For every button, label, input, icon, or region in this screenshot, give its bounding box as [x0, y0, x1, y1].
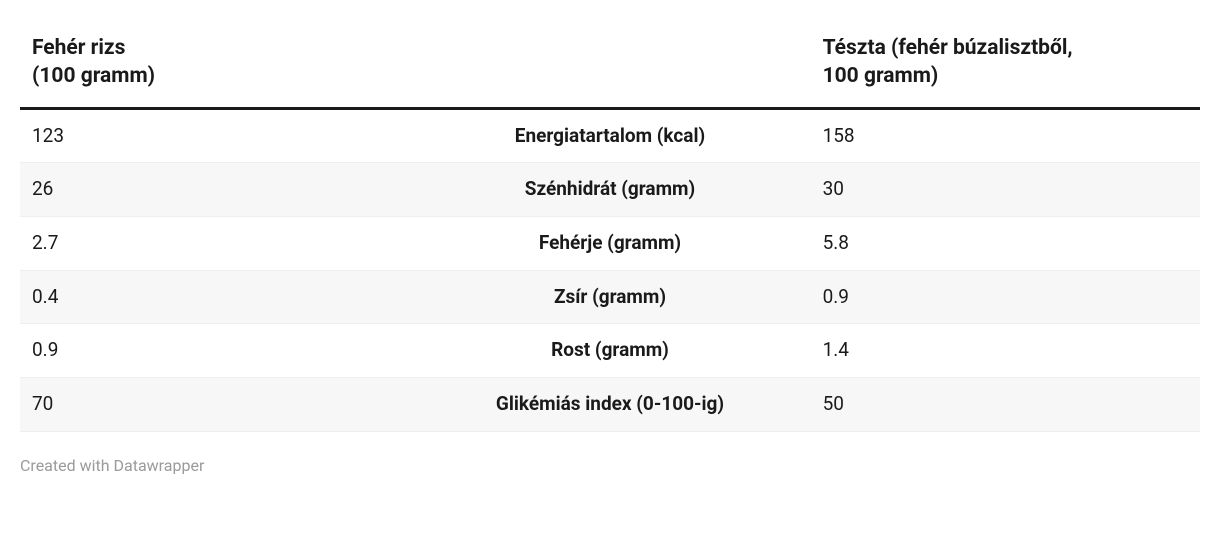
header-left-line1: Fehér rizs — [32, 36, 125, 60]
metric-label-cell: Energiatartalom (kcal) — [409, 108, 810, 163]
value-left-cell: 26 — [20, 163, 409, 217]
value-left-cell: 0.9 — [20, 324, 409, 378]
attribution-footer: Created with Datawrapper — [20, 456, 1200, 475]
value-right-cell: 158 — [811, 108, 1200, 163]
value-left-cell: 2.7 — [20, 217, 409, 271]
table-row: 70 Glikémiás index (0-100-ig) 50 — [20, 378, 1200, 432]
table-row: 0.9 Rost (gramm) 1.4 — [20, 324, 1200, 378]
value-right-cell: 5.8 — [811, 217, 1200, 271]
column-header-middle — [409, 20, 810, 108]
metric-label-cell: Szénhidrát (gramm) — [409, 163, 810, 217]
value-left-cell: 0.4 — [20, 270, 409, 324]
column-header-right: Tészta (fehér búzalisztből, 100 gramm) — [811, 20, 1200, 108]
data-table: Fehér rizs (100 gramm) Tészta (fehér búz… — [20, 20, 1200, 432]
table-row: 2.7 Fehérje (gramm) 5.8 — [20, 217, 1200, 271]
nutrition-comparison-table: Fehér rizs (100 gramm) Tészta (fehér búz… — [20, 20, 1200, 475]
metric-label-cell: Glikémiás index (0-100-ig) — [409, 378, 810, 432]
metric-label-cell: Zsír (gramm) — [409, 270, 810, 324]
metric-label-cell: Fehérje (gramm) — [409, 217, 810, 271]
value-right-cell: 0.9 — [811, 270, 1200, 324]
value-right-cell: 1.4 — [811, 324, 1200, 378]
table-row: 123 Energiatartalom (kcal) 158 — [20, 108, 1200, 163]
header-right-line2: 100 gramm) — [823, 64, 939, 88]
header-right-line1: Tészta (fehér búzalisztből, — [823, 36, 1073, 60]
column-header-left: Fehér rizs (100 gramm) — [20, 20, 409, 108]
table-row: 26 Szénhidrát (gramm) 30 — [20, 163, 1200, 217]
table-body: 123 Energiatartalom (kcal) 158 26 Szénhi… — [20, 108, 1200, 431]
table-row: 0.4 Zsír (gramm) 0.9 — [20, 270, 1200, 324]
table-header-row: Fehér rizs (100 gramm) Tészta (fehér búz… — [20, 20, 1200, 108]
metric-label-cell: Rost (gramm) — [409, 324, 810, 378]
value-right-cell: 30 — [811, 163, 1200, 217]
value-left-cell: 123 — [20, 108, 409, 163]
value-right-cell: 50 — [811, 378, 1200, 432]
value-left-cell: 70 — [20, 378, 409, 432]
header-left-line2: (100 gramm) — [32, 64, 155, 88]
